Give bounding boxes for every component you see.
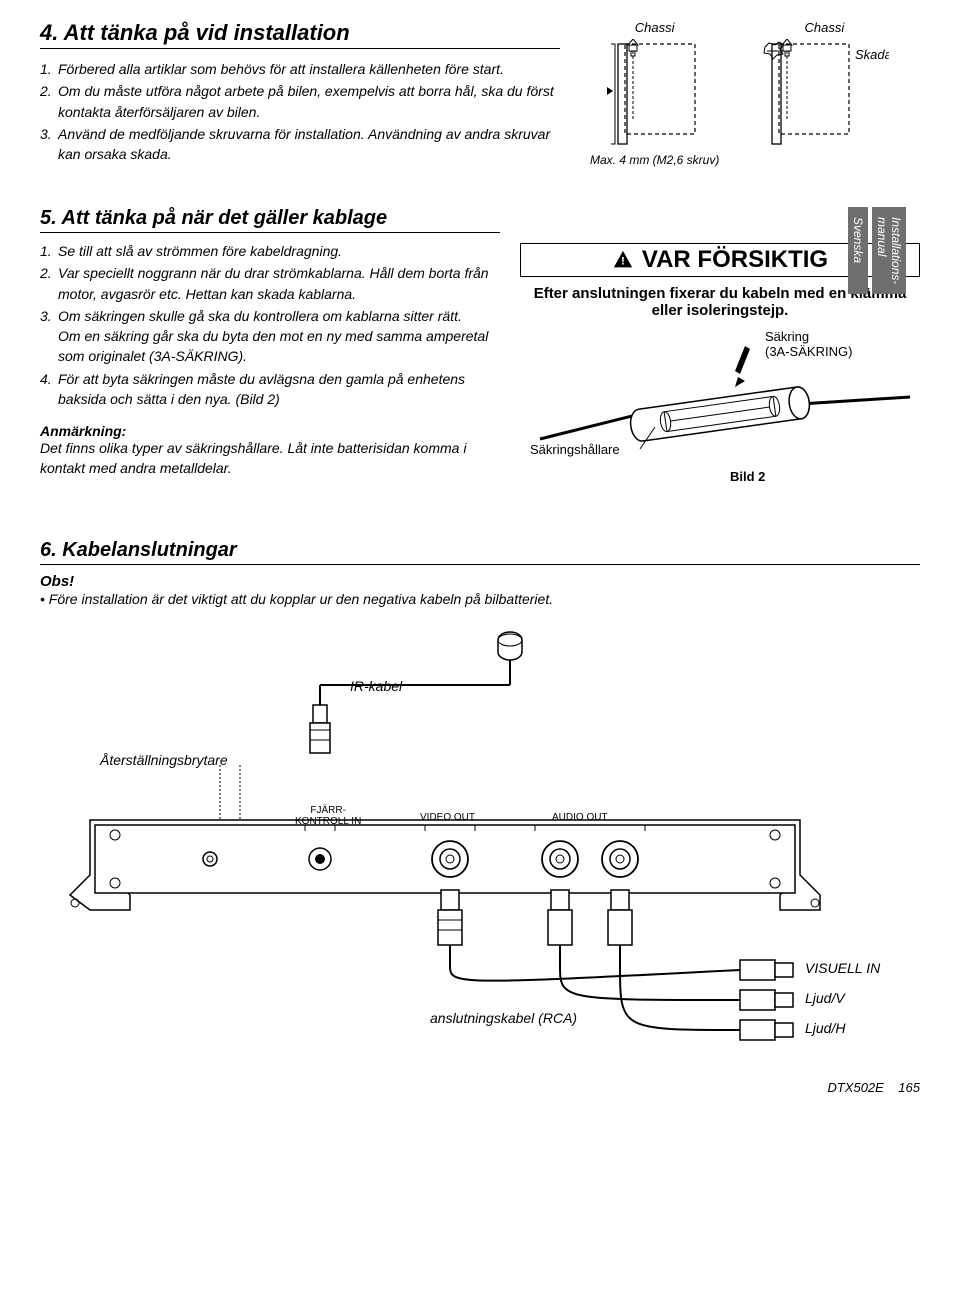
obs-body: • Före installation är det viktigt att d…	[40, 590, 920, 610]
warning-icon: !	[612, 249, 634, 271]
wiring-diagram: IR-kabel Återställningsbrytare FJÄRR- KO…	[40, 630, 920, 1070]
s4-item3: Använd de medföljande skruvarna för inst…	[58, 124, 560, 165]
chassis-diagram-good	[605, 39, 705, 149]
visuell-label: VISUELL IN	[805, 960, 880, 976]
fuse-diagram: Säkring (3A-SÄKRING) Säkringshållare Bil…	[520, 329, 920, 489]
fuse-holder-label: Säkringshållare	[530, 442, 620, 457]
chassis-label-1: Chassi	[635, 20, 675, 35]
s5-item2: Var speciellt noggrann när du drar ström…	[58, 263, 500, 304]
fjarr-label: FJÄRR- KONTROLL IN	[295, 805, 361, 827]
s4-item1: Förbered alla artiklar som behövs för at…	[58, 59, 504, 79]
audio-out-label: AUDIO OUT	[552, 812, 608, 823]
side-tab-svenska: Svenska	[848, 207, 868, 294]
obs-heading: Obs!	[40, 573, 920, 590]
page-footer: DTX502E 165	[40, 1080, 920, 1095]
note-heading: Anmärkning:	[40, 423, 500, 439]
warning-title: VAR FÖRSIKTIG	[642, 246, 828, 274]
chassis-diagram-bad: Skada	[759, 39, 889, 149]
section4-list: 1.Förbered alla artiklar som behövs för …	[40, 59, 560, 164]
section5-heading: 5. Att tänka på när det gäller kablage	[40, 207, 500, 233]
dim-label: Max. 4 mm (M2,6 skruv)	[590, 153, 719, 167]
svg-text:!: !	[621, 256, 625, 268]
ljudh-label: Ljud/H	[805, 1020, 845, 1036]
rca-label: anslutningskabel (RCA)	[430, 1010, 577, 1026]
s5-item3: Om säkringen skulle gå ska du kontroller…	[58, 306, 500, 367]
ir-kabel-label: IR-kabel	[350, 678, 402, 694]
footer-page: 165	[898, 1080, 920, 1095]
s5-item4: För att byta säkringen måste du avlägsna…	[58, 369, 500, 410]
fuse-label: Säkring (3A-SÄKRING)	[765, 329, 852, 359]
video-out-label: VIDEO OUT	[420, 812, 475, 823]
s5-item1: Se till att slå av strömmen före kabeldr…	[58, 241, 342, 261]
side-tab-manual: Installations- manual	[872, 207, 906, 294]
reset-label: Återställningsbrytare	[100, 752, 228, 768]
s4-item2: Om du måste utföra något arbete på bilen…	[58, 81, 560, 122]
footer-model: DTX502E	[827, 1080, 883, 1095]
skada-label: Skada	[855, 47, 889, 62]
ljudv-label: Ljud/V	[805, 990, 845, 1006]
chassis-label-2: Chassi	[804, 20, 844, 35]
section5-list: 1.Se till att slå av strömmen före kabel…	[40, 241, 500, 409]
section4-heading: 4. Att tänka på vid installation	[40, 20, 560, 49]
bild2-label: Bild 2	[730, 469, 765, 484]
note-body: Det finns olika typer av säkringshållare…	[40, 439, 500, 478]
section6-heading: 6. Kabelanslutningar	[40, 539, 920, 565]
